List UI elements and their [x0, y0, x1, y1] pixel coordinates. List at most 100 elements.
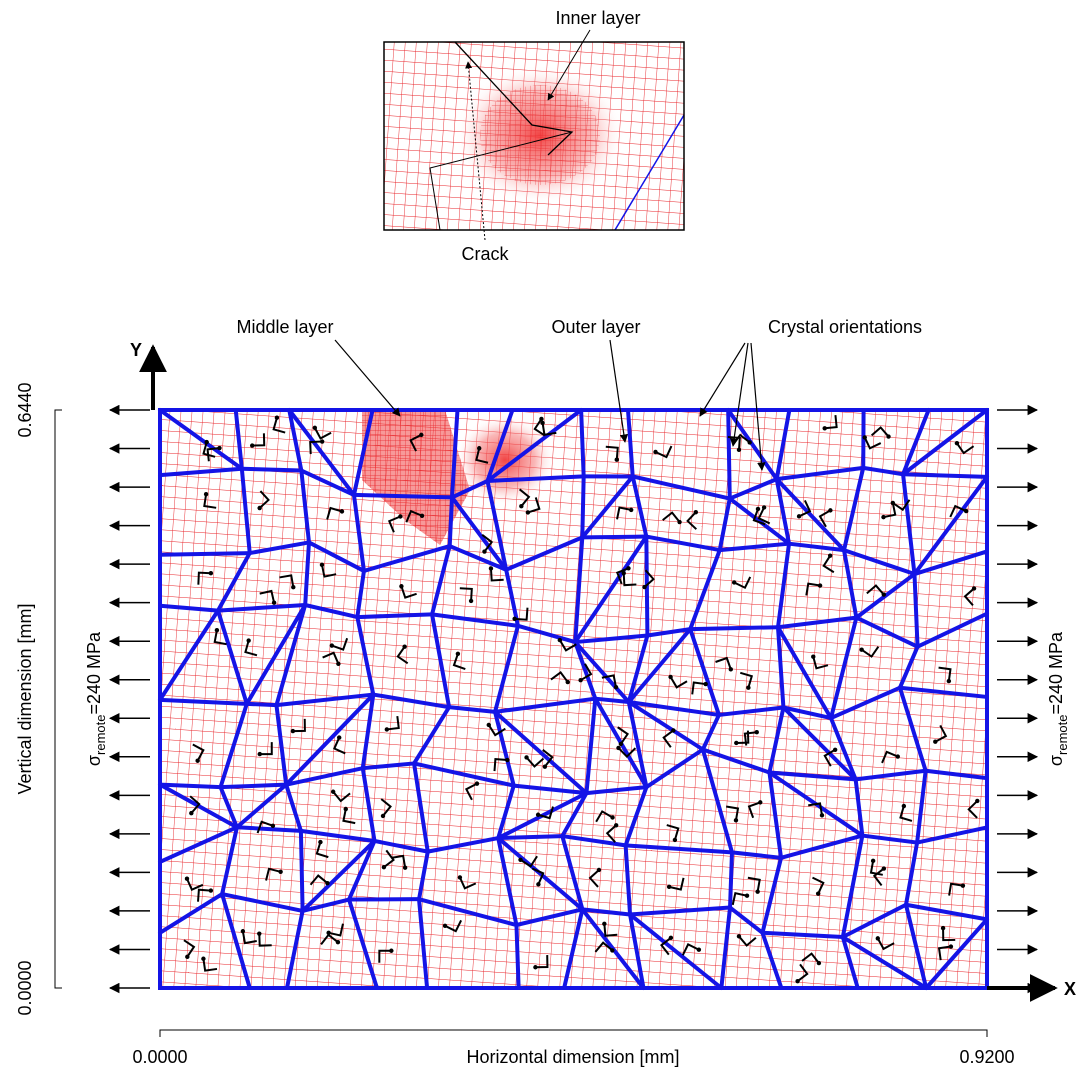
- orientation-dot: [964, 509, 968, 513]
- orientation-dot: [758, 800, 762, 804]
- orientation-dot: [458, 875, 462, 879]
- orientation-dot: [403, 865, 407, 869]
- grain-boundary: [357, 614, 432, 617]
- orientation-dot: [487, 723, 491, 727]
- orientation-dot: [336, 662, 340, 666]
- orientation-dot: [811, 655, 815, 659]
- inner-layer-label: Inner layer: [555, 8, 640, 28]
- orientation-dot: [344, 807, 348, 811]
- stress-value: =240 MPa: [1046, 631, 1066, 715]
- orientation-dot: [975, 799, 979, 803]
- orientation-dot: [313, 426, 317, 430]
- orientation-dot: [209, 888, 213, 892]
- orientation-dot: [578, 678, 582, 682]
- orientation-dot: [669, 936, 673, 940]
- orientation-dot: [755, 730, 759, 734]
- orientation-dot: [882, 592, 886, 596]
- stress-symbol: σ: [84, 755, 104, 766]
- orientation-dot: [524, 755, 528, 759]
- orientation-dot: [833, 748, 837, 752]
- orientation-dot: [882, 866, 886, 870]
- grain-boundary: [582, 476, 583, 537]
- annotation-arrow: [700, 343, 745, 416]
- orientation-dot: [320, 439, 324, 443]
- orientation-dot: [697, 948, 701, 952]
- orientation-dot: [331, 790, 335, 794]
- orientation-dot: [822, 426, 826, 430]
- orientation-dot: [558, 638, 562, 642]
- orientation-dot: [653, 450, 657, 454]
- orientation-dot: [505, 758, 509, 762]
- orientation-dot: [291, 729, 295, 733]
- orientation-dot: [817, 961, 821, 965]
- orientation-dot: [947, 679, 951, 683]
- orientation-dot: [972, 586, 976, 590]
- vertical-tick-label: 0.6440: [15, 382, 35, 437]
- grain-boundary: [498, 836, 562, 838]
- orientation-dot: [482, 549, 486, 553]
- horizontal-axis-title: Horizontal dimension [mm]: [466, 1047, 679, 1067]
- stress-subscript: remote: [1055, 714, 1070, 754]
- orientation-dot: [615, 458, 619, 462]
- grain-boundary: [160, 785, 221, 787]
- orientation-dot: [443, 924, 447, 928]
- middle-layer-label: Middle layer: [236, 317, 333, 337]
- orientation-dot: [419, 433, 423, 437]
- model: [160, 410, 987, 988]
- grain-boundary: [301, 831, 303, 911]
- orientation-dot: [185, 955, 189, 959]
- orientation-dot: [610, 815, 614, 819]
- orientation-dot: [318, 840, 322, 844]
- orientation-dot: [217, 446, 221, 450]
- inset: Inner layer Crack: [384, 8, 684, 264]
- orientation-dot: [828, 553, 832, 557]
- orientation-dot: [533, 965, 537, 969]
- orientation-dot: [818, 583, 822, 587]
- orientation-dot: [241, 929, 245, 933]
- figure: Inner layer Crack Middle layer Outer lay…: [0, 0, 1080, 1076]
- orientation-dot: [340, 509, 344, 513]
- orientation-dot: [250, 443, 254, 447]
- horizontal-scale-bar: [160, 1030, 987, 1037]
- orientation-dot: [745, 894, 749, 898]
- orientation-dot: [189, 811, 193, 815]
- orientation-dot: [673, 838, 677, 842]
- orientation-dot: [519, 504, 523, 508]
- orientation-dot: [816, 891, 820, 895]
- x-label: X: [1064, 979, 1076, 999]
- orientation-dot: [602, 922, 606, 926]
- orientation-dot: [536, 882, 540, 886]
- orientation-dot: [185, 877, 189, 881]
- orientation-dot: [671, 728, 675, 732]
- orientation-dot: [475, 781, 479, 785]
- orientation-dot: [205, 440, 209, 444]
- orientation-dot: [246, 638, 250, 642]
- grain-boundary: [690, 627, 778, 629]
- orientation-dot: [949, 944, 953, 948]
- orientation-dot: [271, 824, 275, 828]
- orientation-dot: [477, 446, 481, 450]
- orientation-dot: [871, 859, 875, 863]
- orientation-dot: [902, 804, 906, 808]
- orientation-dot: [732, 580, 736, 584]
- orientation-dot: [941, 926, 945, 930]
- orientation-dot: [863, 435, 867, 439]
- orientation-dot: [526, 510, 530, 514]
- orientation-dot: [540, 421, 544, 425]
- orientation-dot: [755, 889, 759, 893]
- orientation-dot: [518, 858, 522, 862]
- orientation-dot: [325, 881, 329, 885]
- orientation-dot: [746, 686, 750, 690]
- orientation-dot: [694, 510, 698, 514]
- grain-boundary: [160, 553, 250, 555]
- orientation-dot: [642, 585, 646, 589]
- grain-boundary: [354, 495, 452, 497]
- orientation-dot: [828, 508, 832, 512]
- grain-boundary: [581, 410, 584, 476]
- orientation-dot: [381, 814, 385, 818]
- orientation-dot: [820, 813, 824, 817]
- orientation-dot: [291, 585, 295, 589]
- orientation-dot: [201, 957, 205, 961]
- vertical-axis-title: Vertical dimension [mm]: [15, 603, 35, 794]
- orientation-dot: [629, 508, 633, 512]
